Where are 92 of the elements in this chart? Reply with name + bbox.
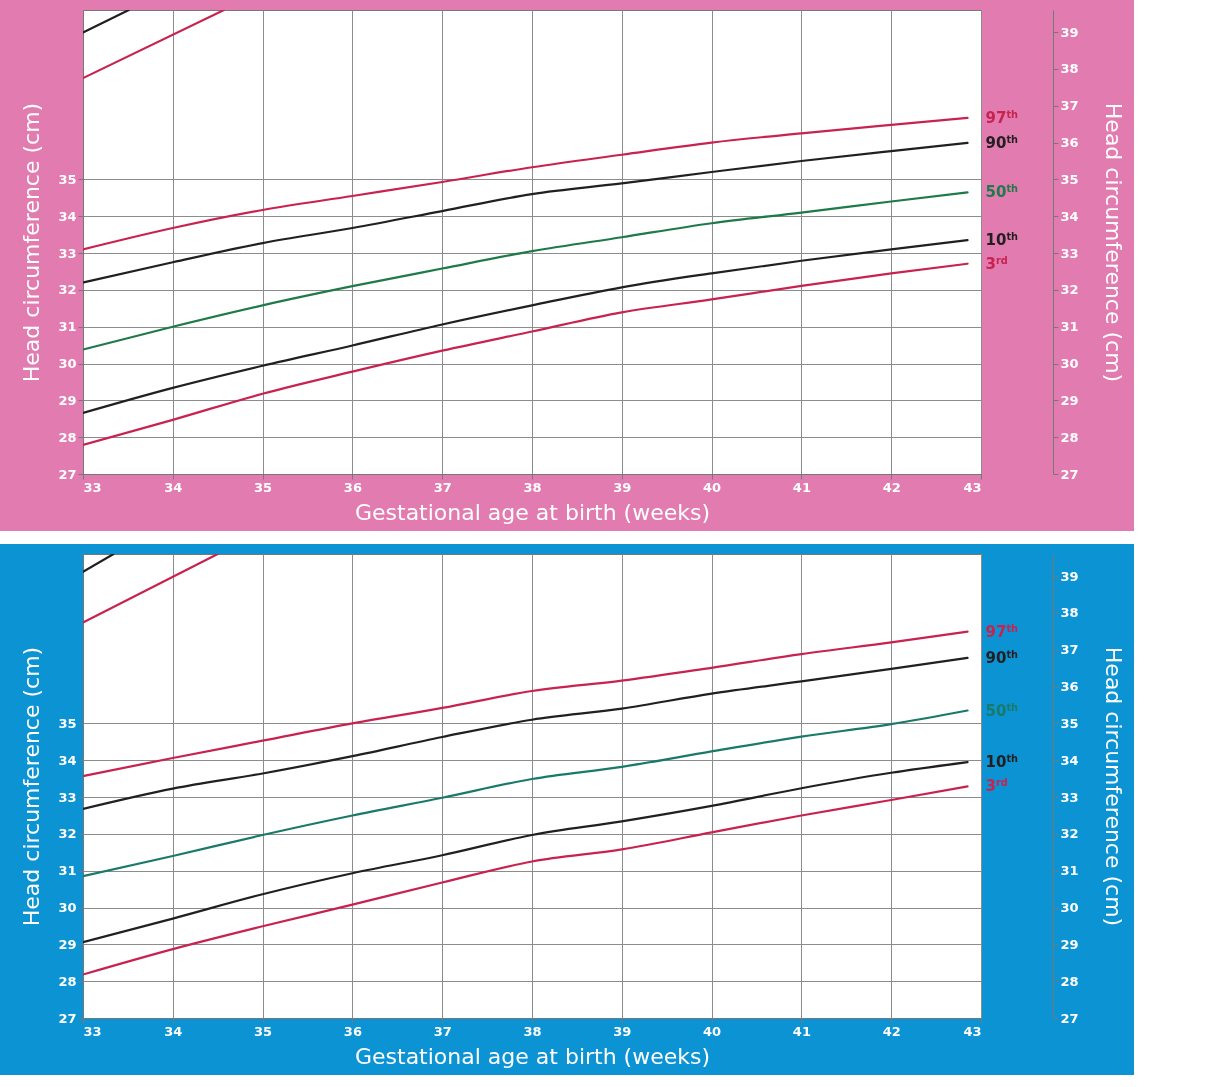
line-series bbox=[83, 709, 969, 878]
x-tick-label: 36 bbox=[343, 479, 362, 495]
x-tick-label: 33 bbox=[83, 479, 102, 495]
x-tick-label: 33 bbox=[83, 1023, 102, 1039]
series-label: 50$^{th}$ bbox=[985, 701, 1019, 720]
y2-tick-label: 31 bbox=[1060, 319, 1079, 335]
y-tick-label: 34 bbox=[58, 208, 77, 224]
y-tick-label: 33 bbox=[58, 245, 77, 261]
y-tick-label: 31 bbox=[58, 863, 77, 879]
x-tick-label: 42 bbox=[882, 1023, 901, 1039]
y-tick-label: 30 bbox=[58, 356, 77, 372]
y2-tick-label: 35 bbox=[1060, 171, 1079, 187]
y-tick-label: 28 bbox=[58, 429, 77, 445]
y2-tick-label: 33 bbox=[1060, 789, 1079, 805]
series-label: 50$^{th}$ bbox=[985, 182, 1019, 202]
x-tick-label: 41 bbox=[792, 1023, 811, 1039]
y2-tick-label: 35 bbox=[1060, 715, 1079, 731]
line-series bbox=[83, 630, 969, 778]
y2-tick-label: 39 bbox=[1060, 568, 1079, 584]
series-label: 97$^{th}$ bbox=[985, 622, 1019, 641]
line-series bbox=[83, 760, 969, 944]
y2-tick-label: 27 bbox=[1060, 466, 1079, 482]
x-tick-label: 38 bbox=[523, 1023, 542, 1039]
x-tick-label: 37 bbox=[433, 1023, 452, 1039]
y2-tick-label: 28 bbox=[1060, 429, 1079, 445]
y2-tick-label: 34 bbox=[1060, 208, 1079, 224]
y2-tick-label: 29 bbox=[1060, 936, 1079, 952]
series-label: 97$^{th}$ bbox=[985, 108, 1019, 127]
series-label: 3$^{rd}$ bbox=[985, 776, 1008, 796]
series-label: 3$^{rd}$ bbox=[985, 254, 1008, 273]
y-tick-label: 33 bbox=[58, 789, 77, 805]
y-tick-label: 30 bbox=[58, 900, 77, 916]
y-tick-label: 31 bbox=[58, 319, 77, 335]
x-tick-label: 38 bbox=[523, 479, 542, 495]
y2-tick-label: 27 bbox=[1060, 1010, 1079, 1026]
line-series bbox=[83, 656, 969, 810]
y2-tick-label: 32 bbox=[1060, 826, 1079, 842]
y2-axis-title: Head circumference (cm) bbox=[1100, 102, 1126, 383]
y2-tick-label: 29 bbox=[1060, 392, 1079, 408]
line-series bbox=[83, 116, 969, 251]
x-tick-label: 36 bbox=[343, 1023, 362, 1039]
x-tick-label: 34 bbox=[164, 479, 183, 495]
y-tick-label: 35 bbox=[58, 715, 77, 731]
y-tick-label: 29 bbox=[58, 392, 77, 408]
y2-tick-label: 34 bbox=[1060, 752, 1079, 768]
x-axis-title: Gestational age at birth (weeks) bbox=[354, 1043, 711, 1069]
x-tick-label: 39 bbox=[613, 479, 632, 495]
x-tick-label: 42 bbox=[882, 479, 901, 495]
x-tick-label: 40 bbox=[703, 479, 722, 495]
y2-tick-label: 30 bbox=[1060, 900, 1079, 916]
series-label: 10$^{th}$ bbox=[985, 752, 1019, 772]
y2-axis-title: Head circumference (cm) bbox=[1100, 646, 1126, 927]
y-tick-label: 29 bbox=[58, 936, 77, 952]
y-axis-title: Head circumference (cm) bbox=[19, 646, 45, 927]
x-tick-label: 35 bbox=[254, 1023, 273, 1039]
series-label: 90$^{th}$ bbox=[985, 133, 1019, 152]
y2-tick-label: 36 bbox=[1060, 679, 1079, 695]
y-tick-label: 32 bbox=[58, 826, 77, 842]
y2-tick-label: 28 bbox=[1060, 973, 1079, 989]
y2-tick-label: 38 bbox=[1060, 605, 1079, 621]
line-series bbox=[83, 239, 969, 414]
series-label: 10$^{th}$ bbox=[985, 230, 1019, 250]
y-tick-label: 34 bbox=[58, 752, 77, 768]
line-series bbox=[83, 191, 969, 351]
line-series bbox=[83, 262, 969, 447]
y-tick-label: 27 bbox=[58, 1010, 77, 1026]
y2-tick-label: 30 bbox=[1060, 356, 1079, 372]
x-axis-title: Gestational age at birth (weeks) bbox=[354, 499, 711, 525]
x-tick-label: 40 bbox=[703, 1023, 722, 1039]
y-tick-label: 35 bbox=[58, 171, 77, 187]
x-tick-label: 37 bbox=[433, 479, 452, 495]
y2-tick-label: 38 bbox=[1060, 61, 1079, 77]
y2-tick-label: 39 bbox=[1060, 24, 1079, 40]
series-label: 90$^{th}$ bbox=[985, 648, 1019, 667]
y2-tick-label: 37 bbox=[1060, 642, 1079, 658]
line-series bbox=[83, 785, 969, 976]
y2-tick-label: 31 bbox=[1060, 863, 1079, 879]
y-tick-label: 28 bbox=[58, 973, 77, 989]
y-tick-label: 32 bbox=[58, 282, 77, 298]
y2-tick-label: 33 bbox=[1060, 245, 1079, 261]
x-tick-label: 43 bbox=[963, 479, 982, 495]
x-tick-label: 35 bbox=[254, 479, 273, 495]
y-tick-label: 27 bbox=[58, 466, 77, 482]
x-tick-label: 41 bbox=[792, 479, 811, 495]
y2-tick-label: 32 bbox=[1060, 282, 1079, 298]
x-tick-label: 43 bbox=[963, 1023, 982, 1039]
x-tick-label: 34 bbox=[164, 1023, 183, 1039]
y2-tick-label: 36 bbox=[1060, 135, 1079, 151]
x-tick-label: 39 bbox=[613, 1023, 632, 1039]
line-series bbox=[83, 141, 969, 284]
y-axis-title: Head circumference (cm) bbox=[19, 102, 45, 383]
y2-tick-label: 37 bbox=[1060, 98, 1079, 114]
